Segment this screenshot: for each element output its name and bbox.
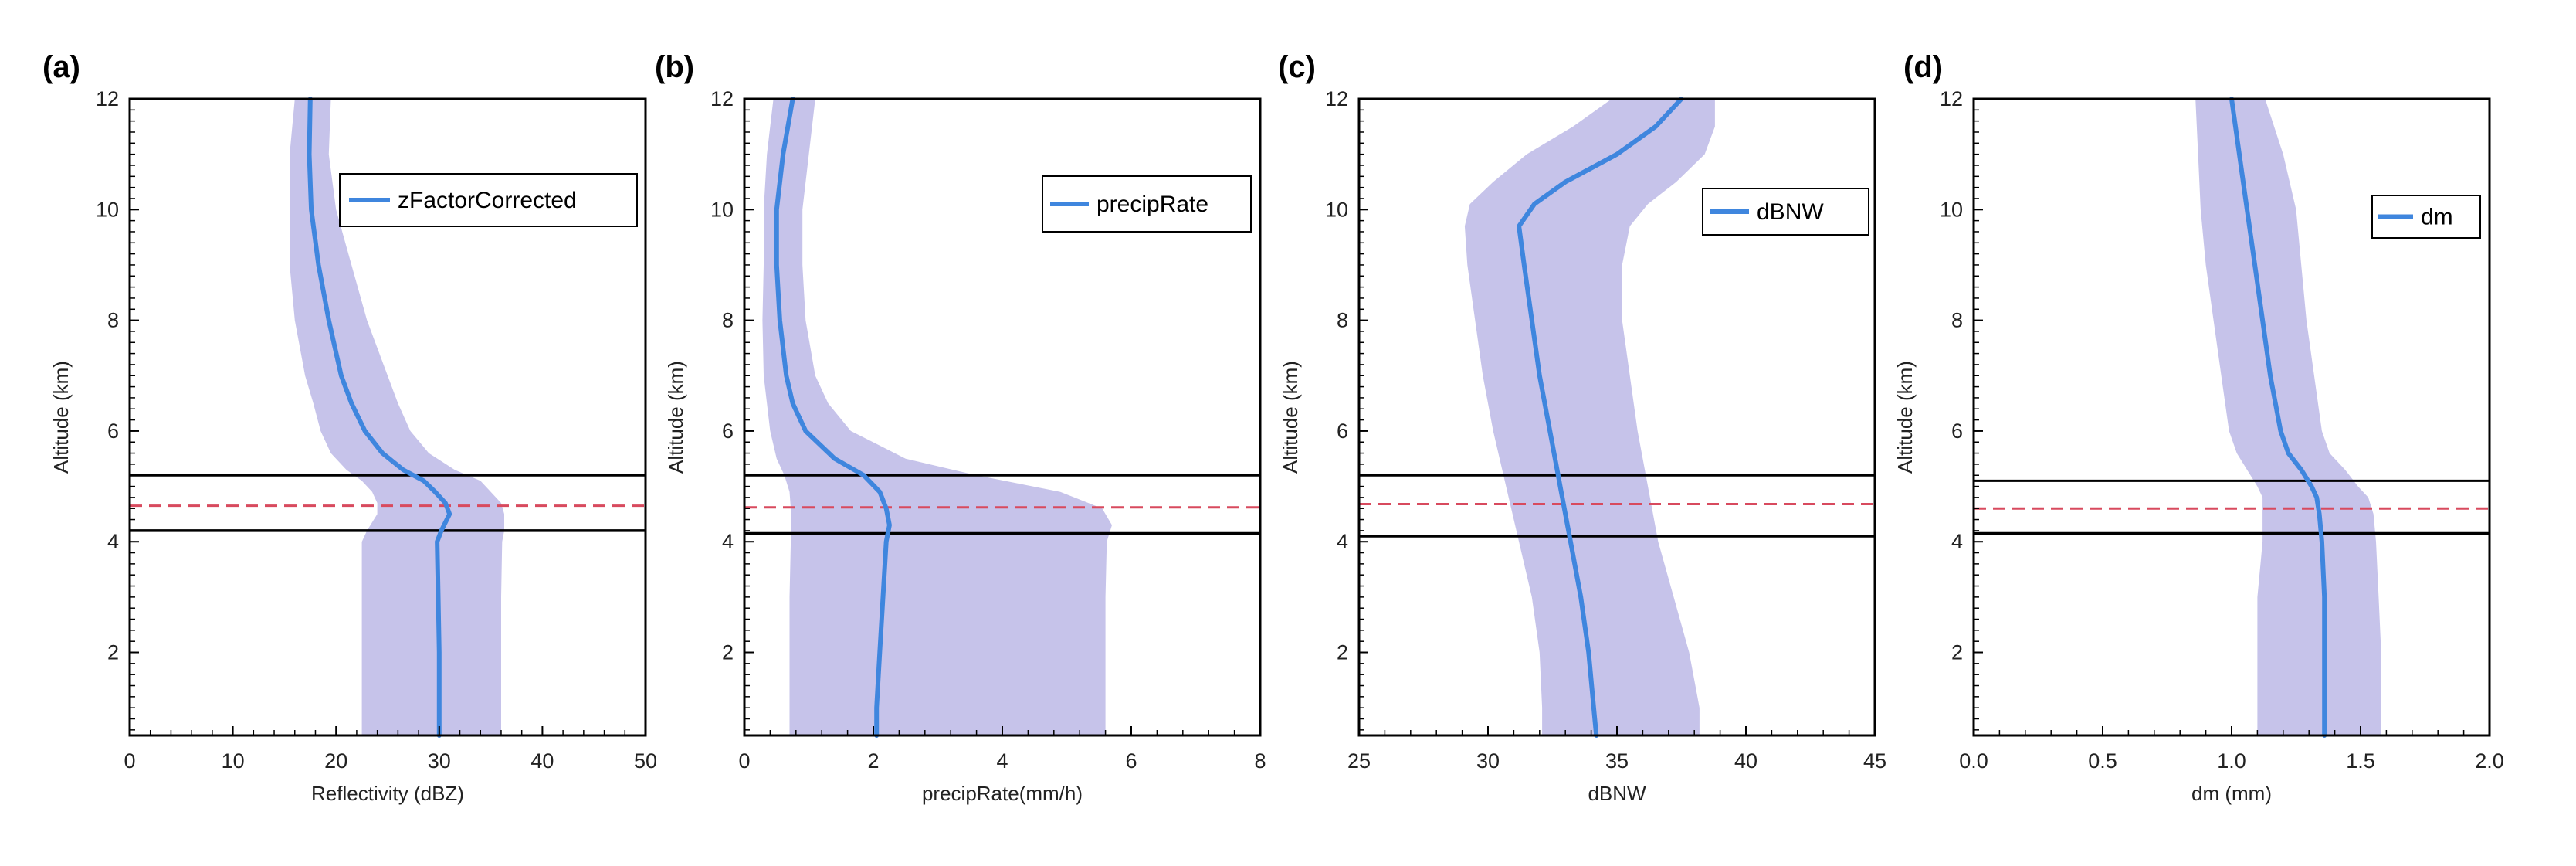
- y-tick-label: 2: [722, 641, 734, 664]
- y-tick-label: 8: [107, 309, 119, 332]
- x-tick-label: 0.5: [2088, 749, 2117, 773]
- chart-panel-b: (b) 0 2 4 6 8 2 4 6 8 10 12 precipRate(mm/h) Altitude…: [655, 50, 1266, 805]
- legend-label: precipRate: [1096, 192, 1208, 217]
- legend-label: dBNW: [1757, 199, 1824, 225]
- plot-frame: [128, 97, 647, 737]
- x-tick-label: 4: [996, 749, 1008, 773]
- y-tick-label: 10: [96, 198, 119, 221]
- y-tick-label: 4: [722, 530, 734, 553]
- chart-panel-c: (c) 25 30 35 40 45 2 4 6 8 10 12 dBNW Altitude (km) dB…: [1278, 50, 1886, 805]
- y-tick-label: 12: [1325, 87, 1348, 110]
- x-tick-label: 1.0: [2217, 749, 2246, 773]
- y-tick-label: 6: [1951, 419, 1963, 443]
- spread-band: [2195, 99, 2381, 735]
- mean-profile-line: [2229, 97, 2327, 738]
- y-axis-label: Altitude (km): [1893, 361, 1917, 474]
- legend: dm: [2371, 195, 2481, 239]
- x-tick-label: 2: [867, 749, 879, 773]
- panel-label: (c): [1278, 50, 1316, 84]
- y-tick-label: 2: [1951, 641, 1963, 664]
- x-tick-label: 8: [1254, 749, 1266, 773]
- x-tick-label: 6: [1125, 749, 1137, 773]
- legend: zFactorCorrected: [339, 173, 638, 227]
- y-tick-label: 10: [710, 198, 734, 221]
- panel-label: (d): [1903, 50, 1943, 84]
- panel-label: (a): [42, 50, 80, 84]
- y-tick-label: 8: [722, 309, 734, 332]
- y-tick-label: 2: [107, 641, 119, 664]
- x-tick-label: 0: [124, 749, 135, 773]
- y-tick-label: 6: [107, 419, 119, 443]
- y-tick-label: 4: [1337, 530, 1348, 553]
- x-tick-label: 45: [1863, 749, 1886, 773]
- y-tick-label: 4: [107, 530, 119, 553]
- x-tick-label: 0.0: [1959, 749, 1988, 773]
- x-tick-label: 1.5: [2346, 749, 2375, 773]
- x-axis-label: Reflectivity (dBZ): [311, 782, 464, 805]
- x-tick-label: 10: [222, 749, 245, 773]
- y-tick-label: 2: [1337, 641, 1348, 664]
- y-tick-label: 8: [1951, 309, 1963, 332]
- legend: precipRate: [1042, 175, 1252, 233]
- y-axis-label: Altitude (km): [1279, 361, 1302, 474]
- x-tick-label: 30: [428, 749, 451, 773]
- x-axis-label: dBNW: [1588, 782, 1646, 805]
- x-tick-label: 30: [1476, 749, 1500, 773]
- x-tick-label: 25: [1347, 749, 1371, 773]
- chart-panel-d: (d) 0.0 0.5 1.0 1.5 2.0 2 4 6 8 10 12 dm (mm) Altitud…: [1893, 50, 2504, 805]
- panel-label: (b): [655, 50, 694, 84]
- mean-profile-line: [774, 97, 892, 738]
- y-axis-label: Altitude (km): [49, 361, 73, 474]
- chart-panel-a: (a) 0 10 20 30 40 50 2 4 6 8 10 12 Reflectivity (dBZ)…: [42, 50, 657, 805]
- y-tick-label: 8: [1337, 309, 1348, 332]
- x-tick-label: 0: [738, 749, 750, 773]
- y-tick-label: 12: [96, 87, 119, 110]
- legend: dBNW: [1702, 188, 1869, 236]
- spread-band: [1464, 99, 1715, 735]
- spread-band: [290, 99, 504, 735]
- x-tick-label: 35: [1605, 749, 1629, 773]
- x-tick-label: 40: [530, 749, 554, 773]
- mean-profile-line: [1517, 97, 1684, 738]
- legend-label: zFactorCorrected: [398, 188, 577, 213]
- y-tick-label: 10: [1940, 198, 1963, 221]
- x-tick-label: 20: [324, 749, 347, 773]
- legend-label: dm: [2421, 205, 2453, 230]
- y-tick-label: 12: [710, 87, 734, 110]
- y-tick-label: 4: [1951, 530, 1963, 553]
- y-tick-label: 6: [722, 419, 734, 443]
- mean-profile-line: [307, 97, 452, 738]
- y-axis-label: Altitude (km): [664, 361, 687, 474]
- x-tick-label: 40: [1734, 749, 1757, 773]
- x-tick-label: 50: [634, 749, 657, 773]
- x-axis-label: dm (mm): [2191, 782, 2272, 805]
- x-axis-label: precipRate(mm/h): [922, 782, 1083, 805]
- y-tick-label: 6: [1337, 419, 1348, 443]
- y-tick-label: 10: [1325, 198, 1348, 221]
- x-tick-label: 2.0: [2475, 749, 2504, 773]
- spread-band: [762, 99, 1112, 735]
- y-tick-label: 12: [1940, 87, 1963, 110]
